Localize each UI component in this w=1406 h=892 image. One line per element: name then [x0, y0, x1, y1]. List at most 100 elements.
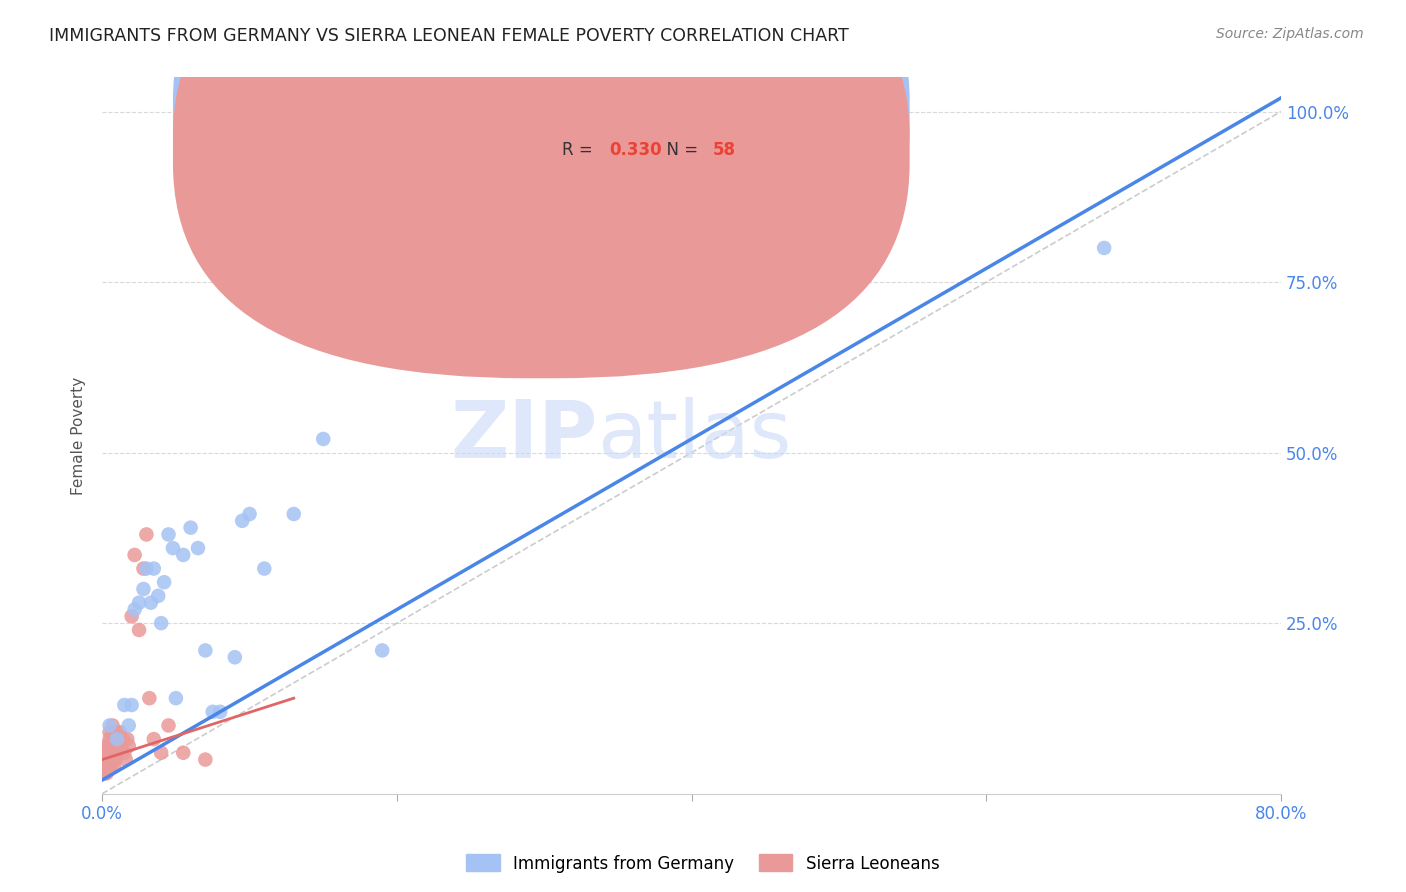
Point: [105, 739, 128, 753]
Point: [117, 732, 139, 747]
Point: [105, 732, 128, 747]
Text: N =: N =: [657, 105, 703, 123]
Point: [194, 643, 217, 657]
Point: [150, 746, 173, 760]
Point: [96, 766, 118, 780]
Point: [98, 718, 121, 732]
Point: [93, 759, 115, 773]
Point: [114, 753, 136, 767]
Text: 0.817: 0.817: [609, 105, 662, 123]
Point: [112, 746, 135, 760]
Point: [148, 589, 170, 603]
Point: [94, 766, 117, 780]
Point: [105, 725, 128, 739]
Point: [101, 753, 124, 767]
Text: R =: R =: [562, 141, 598, 159]
Point: [283, 507, 305, 521]
Point: [96, 739, 118, 753]
Text: Source: ZipAtlas.com: Source: ZipAtlas.com: [1216, 27, 1364, 41]
Text: atlas: atlas: [598, 397, 792, 475]
Point: [312, 432, 335, 446]
Point: [142, 732, 165, 747]
Point: [1092, 241, 1115, 255]
Point: [180, 521, 202, 535]
FancyBboxPatch shape: [509, 85, 792, 181]
Point: [165, 691, 187, 706]
Text: 31: 31: [713, 105, 735, 123]
Point: [103, 759, 125, 773]
Point: [103, 746, 125, 760]
Point: [150, 616, 173, 631]
Point: [94, 759, 117, 773]
Point: [187, 541, 209, 555]
Point: [96, 759, 118, 773]
Point: [201, 705, 224, 719]
Point: [101, 746, 124, 760]
Point: [103, 739, 125, 753]
Point: [97, 739, 120, 753]
Point: [93, 766, 115, 780]
Point: [97, 753, 120, 767]
Point: [96, 746, 118, 760]
Point: [98, 759, 121, 773]
Point: [128, 623, 150, 637]
Point: [124, 548, 146, 562]
Text: 0.330: 0.330: [609, 141, 662, 159]
Point: [96, 753, 118, 767]
Point: [98, 732, 121, 747]
FancyBboxPatch shape: [173, 0, 910, 378]
Point: [101, 739, 124, 753]
Point: [135, 527, 157, 541]
Text: R =: R =: [562, 105, 598, 123]
Point: [105, 746, 128, 760]
Point: [112, 698, 135, 712]
Point: [138, 691, 160, 706]
Point: [93, 753, 115, 767]
Point: [224, 650, 246, 665]
Point: [118, 718, 141, 732]
Point: [97, 746, 120, 760]
Point: [111, 732, 134, 747]
Point: [194, 753, 217, 767]
Point: [172, 746, 194, 760]
Point: [139, 596, 162, 610]
Point: [94, 746, 117, 760]
FancyBboxPatch shape: [173, 0, 910, 343]
Legend: Immigrants from Germany, Sierra Leoneans: Immigrants from Germany, Sierra Leoneans: [460, 847, 946, 880]
Text: IMMIGRANTS FROM GERMANY VS SIERRA LEONEAN FEMALE POVERTY CORRELATION CHART: IMMIGRANTS FROM GERMANY VS SIERRA LEONEA…: [49, 27, 849, 45]
Point: [157, 718, 180, 732]
Point: [253, 561, 276, 575]
Point: [121, 609, 143, 624]
Text: 58: 58: [713, 141, 735, 159]
Point: [104, 739, 127, 753]
Point: [132, 582, 155, 596]
Point: [101, 725, 124, 739]
Text: ZIP: ZIP: [450, 397, 598, 475]
Point: [100, 759, 122, 773]
Point: [128, 596, 150, 610]
Point: [118, 739, 141, 753]
Point: [124, 602, 146, 616]
Point: [104, 753, 127, 767]
Point: [108, 725, 131, 739]
Point: [153, 575, 176, 590]
Point: [231, 514, 253, 528]
Point: [135, 561, 157, 575]
Point: [121, 698, 143, 712]
Point: [98, 746, 121, 760]
Point: [238, 507, 260, 521]
Point: [101, 732, 124, 747]
Point: [209, 705, 232, 719]
Point: [103, 732, 125, 747]
Point: [162, 541, 184, 555]
Point: [94, 753, 117, 767]
Point: [107, 732, 129, 747]
Point: [101, 718, 124, 732]
Point: [157, 527, 180, 541]
Point: [142, 561, 165, 575]
Point: [110, 739, 132, 753]
Y-axis label: Female Poverty: Female Poverty: [72, 376, 86, 495]
Point: [100, 739, 122, 753]
Point: [172, 548, 194, 562]
Point: [100, 753, 122, 767]
